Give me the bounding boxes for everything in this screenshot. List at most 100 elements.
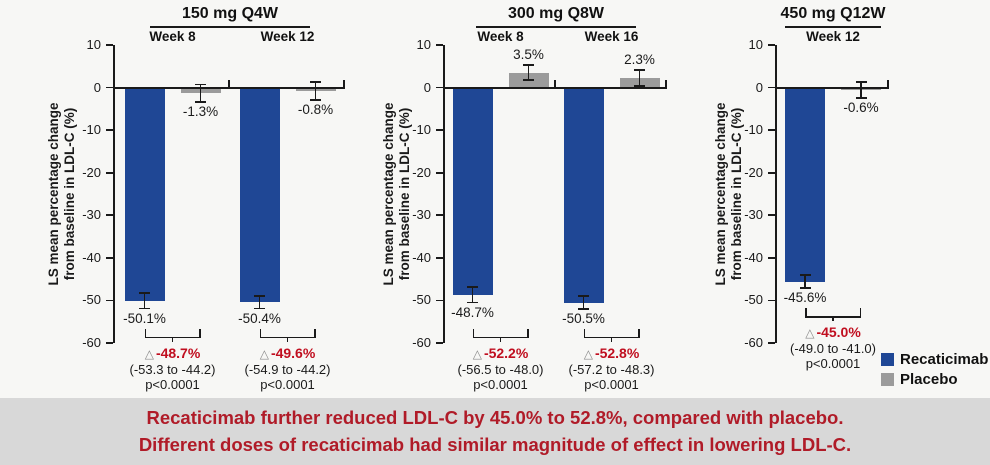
error-bar-cap xyxy=(195,100,206,103)
diff-bracket-right xyxy=(199,328,201,337)
error-bar-line xyxy=(143,293,146,309)
y-axis-tick-label: -60 xyxy=(82,335,101,350)
y-axis-tick-label: -60 xyxy=(412,335,431,350)
y-axis-line xyxy=(443,45,445,343)
y-axis-tick-label: -50 xyxy=(744,292,763,308)
y-axis-tick xyxy=(436,257,443,259)
chart-region: LS mean percentage change from baseline … xyxy=(46,5,889,392)
error-bar-cap xyxy=(523,79,534,82)
triangle-icon: △ xyxy=(259,346,269,361)
week-label: Week 8 xyxy=(477,29,524,44)
diff-bracket-tick xyxy=(610,336,613,342)
recaticimab-bar xyxy=(124,87,165,301)
legend-item-placebo: Placebo xyxy=(881,371,988,388)
y-axis-tick-label: -50 xyxy=(82,292,101,308)
value-label: -50.4% xyxy=(238,310,281,326)
y-axis-tick xyxy=(106,44,113,46)
diff-line: △ -52.8% xyxy=(527,345,697,362)
triangle-icon: △ xyxy=(472,346,482,361)
error-bar-cap xyxy=(523,64,534,66)
y-axis-tick xyxy=(768,44,775,46)
diff-ci: (-49.0 to -41.0) xyxy=(790,341,876,357)
y-axis-tick xyxy=(768,214,775,217)
y-axis-tick xyxy=(768,129,775,131)
y-axis-tick xyxy=(106,214,113,217)
diff-bracket-left xyxy=(259,328,261,337)
diff-annotation: △ -52.2% (-56.5 to -48.0) p<0.0001 xyxy=(416,345,586,392)
y-axis-tick xyxy=(106,342,113,344)
error-bar-cap xyxy=(799,274,811,277)
y-axis-tick xyxy=(768,171,775,174)
error-bar-line xyxy=(804,275,806,289)
diff-ci: (-57.2 to -48.3) xyxy=(568,361,655,377)
value-label: -48.7% xyxy=(451,304,494,320)
diff-bracket-right xyxy=(859,308,861,317)
legend: Recaticimab Placebo xyxy=(881,351,988,388)
error-bar-cap xyxy=(578,308,589,310)
y-axis-tick xyxy=(768,86,775,89)
diff-ci: (-54.9 to -44.2) xyxy=(244,361,331,377)
y-axis-tick-label: -40 xyxy=(82,249,101,265)
y-axis-line xyxy=(113,45,115,343)
value-label: -1.3% xyxy=(182,103,219,119)
week-label: Week 16 xyxy=(584,29,639,44)
error-bar-cap xyxy=(254,294,265,297)
diff-bracket-tick xyxy=(499,336,502,342)
week-label: Week 12 xyxy=(806,29,860,44)
week-label: Week 8 xyxy=(149,29,196,44)
triangle-icon: △ xyxy=(583,346,593,361)
y-axis-tick-label: -20 xyxy=(744,164,763,180)
value-label: -50.5% xyxy=(562,310,605,326)
diff-line: △ -52.2% xyxy=(416,345,586,362)
panel-title: 450 mg Q12W xyxy=(780,5,886,22)
diff-bracket-left xyxy=(805,308,807,317)
diff-value: -49.6% xyxy=(270,344,316,361)
x-axis-line xyxy=(445,86,667,89)
diff-value: -52.8% xyxy=(594,344,640,361)
error-bar-line xyxy=(527,65,530,81)
error-bar-cap xyxy=(855,97,867,100)
diff-pvalue: p<0.0001 xyxy=(473,376,528,392)
value-label: 2.3% xyxy=(624,51,655,67)
recaticimab-bar xyxy=(563,87,604,303)
y-axis-tick xyxy=(436,129,443,131)
y-axis-tick-label: 10 xyxy=(748,37,763,52)
y-axis-tick-label: -60 xyxy=(744,335,763,350)
error-bar-cap xyxy=(310,80,321,83)
diff-bracket-right xyxy=(638,328,640,337)
legend-label-placebo: Placebo xyxy=(900,371,958,388)
summary-banner: Recaticimab further reduced LDL-C by 45.… xyxy=(0,398,990,465)
diff-pvalue: p<0.0001 xyxy=(260,376,315,392)
y-axis-tick xyxy=(436,171,443,174)
y-axis-tick-label: 0 xyxy=(423,79,431,95)
error-bar-line xyxy=(638,69,641,86)
error-bar-cap xyxy=(139,307,150,310)
value-label: -50.1% xyxy=(123,310,166,326)
diff-bracket-tick xyxy=(286,336,289,342)
recaticimab-bar xyxy=(785,87,825,282)
diff-value: -48.7% xyxy=(155,344,201,361)
y-axis-tick xyxy=(768,299,775,302)
y-axis-tick-label: 10 xyxy=(416,37,431,52)
y-axis-tick-label: -20 xyxy=(412,164,431,180)
diff-pvalue: p<0.0001 xyxy=(805,356,861,372)
y-axis-tick xyxy=(768,257,775,259)
diff-bracket-right xyxy=(314,328,316,337)
y-axis-tick xyxy=(106,86,113,89)
y-axis-tick xyxy=(436,86,443,89)
error-bar-cap xyxy=(578,295,589,298)
y-axis-tick xyxy=(106,257,113,259)
error-bar-cap xyxy=(634,84,645,87)
triangle-icon: △ xyxy=(805,326,815,341)
error-bar-cap xyxy=(195,83,206,86)
y-axis-tick xyxy=(106,129,113,131)
y-axis-tick xyxy=(436,299,443,302)
error-bar-line xyxy=(860,82,862,99)
value-label: -0.8% xyxy=(297,102,334,118)
error-bar-cap xyxy=(310,99,321,102)
y-axis-tick xyxy=(106,299,113,302)
diff-bracket-left xyxy=(144,328,146,337)
triangle-icon: △ xyxy=(144,346,154,361)
diff-bracket-tick xyxy=(832,316,834,322)
